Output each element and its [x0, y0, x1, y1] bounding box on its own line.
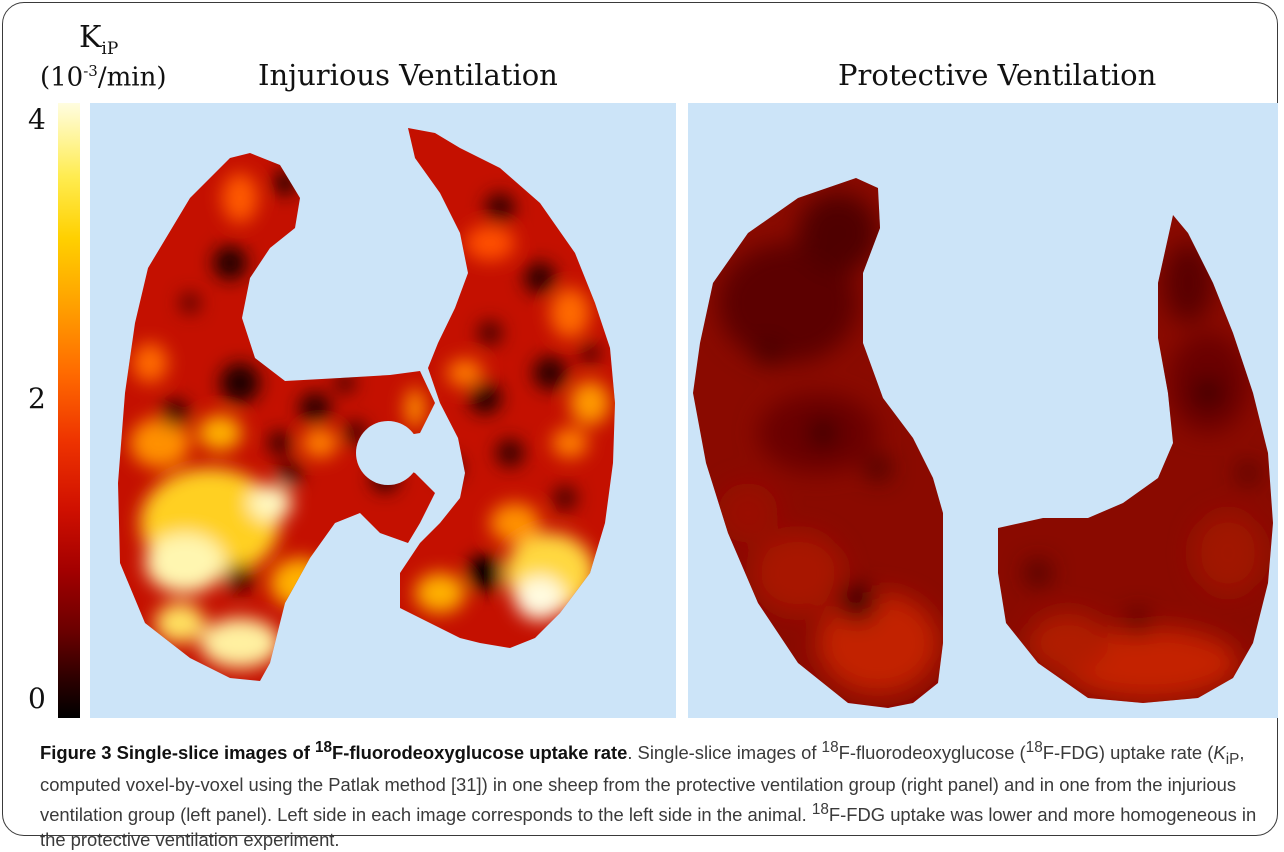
- colorbar-tick-min: 0: [28, 682, 46, 715]
- left-panel-title: Injurious Ventilation: [258, 58, 558, 92]
- colorbar-symbol: KiP: [79, 20, 119, 59]
- injurious-ventilation-panel: [90, 103, 676, 718]
- colorbar-tick-max: 4: [28, 103, 46, 136]
- figure-caption: Figure 3 Single-slice images of 18F-fluo…: [40, 739, 1257, 850]
- colorbar-tick-mid: 2: [28, 382, 46, 415]
- protective-lung-image: [693, 178, 1273, 708]
- right-panel-title: Protective Ventilation: [838, 58, 1157, 92]
- colorbar-units: (10-3/min): [40, 62, 167, 93]
- colorbar: [58, 103, 80, 718]
- injurious-lung-image: [118, 128, 615, 681]
- caption-title: Figure 3 Single-slice images of 18F-fluo…: [40, 739, 628, 764]
- protective-ventilation-panel: [688, 103, 1278, 718]
